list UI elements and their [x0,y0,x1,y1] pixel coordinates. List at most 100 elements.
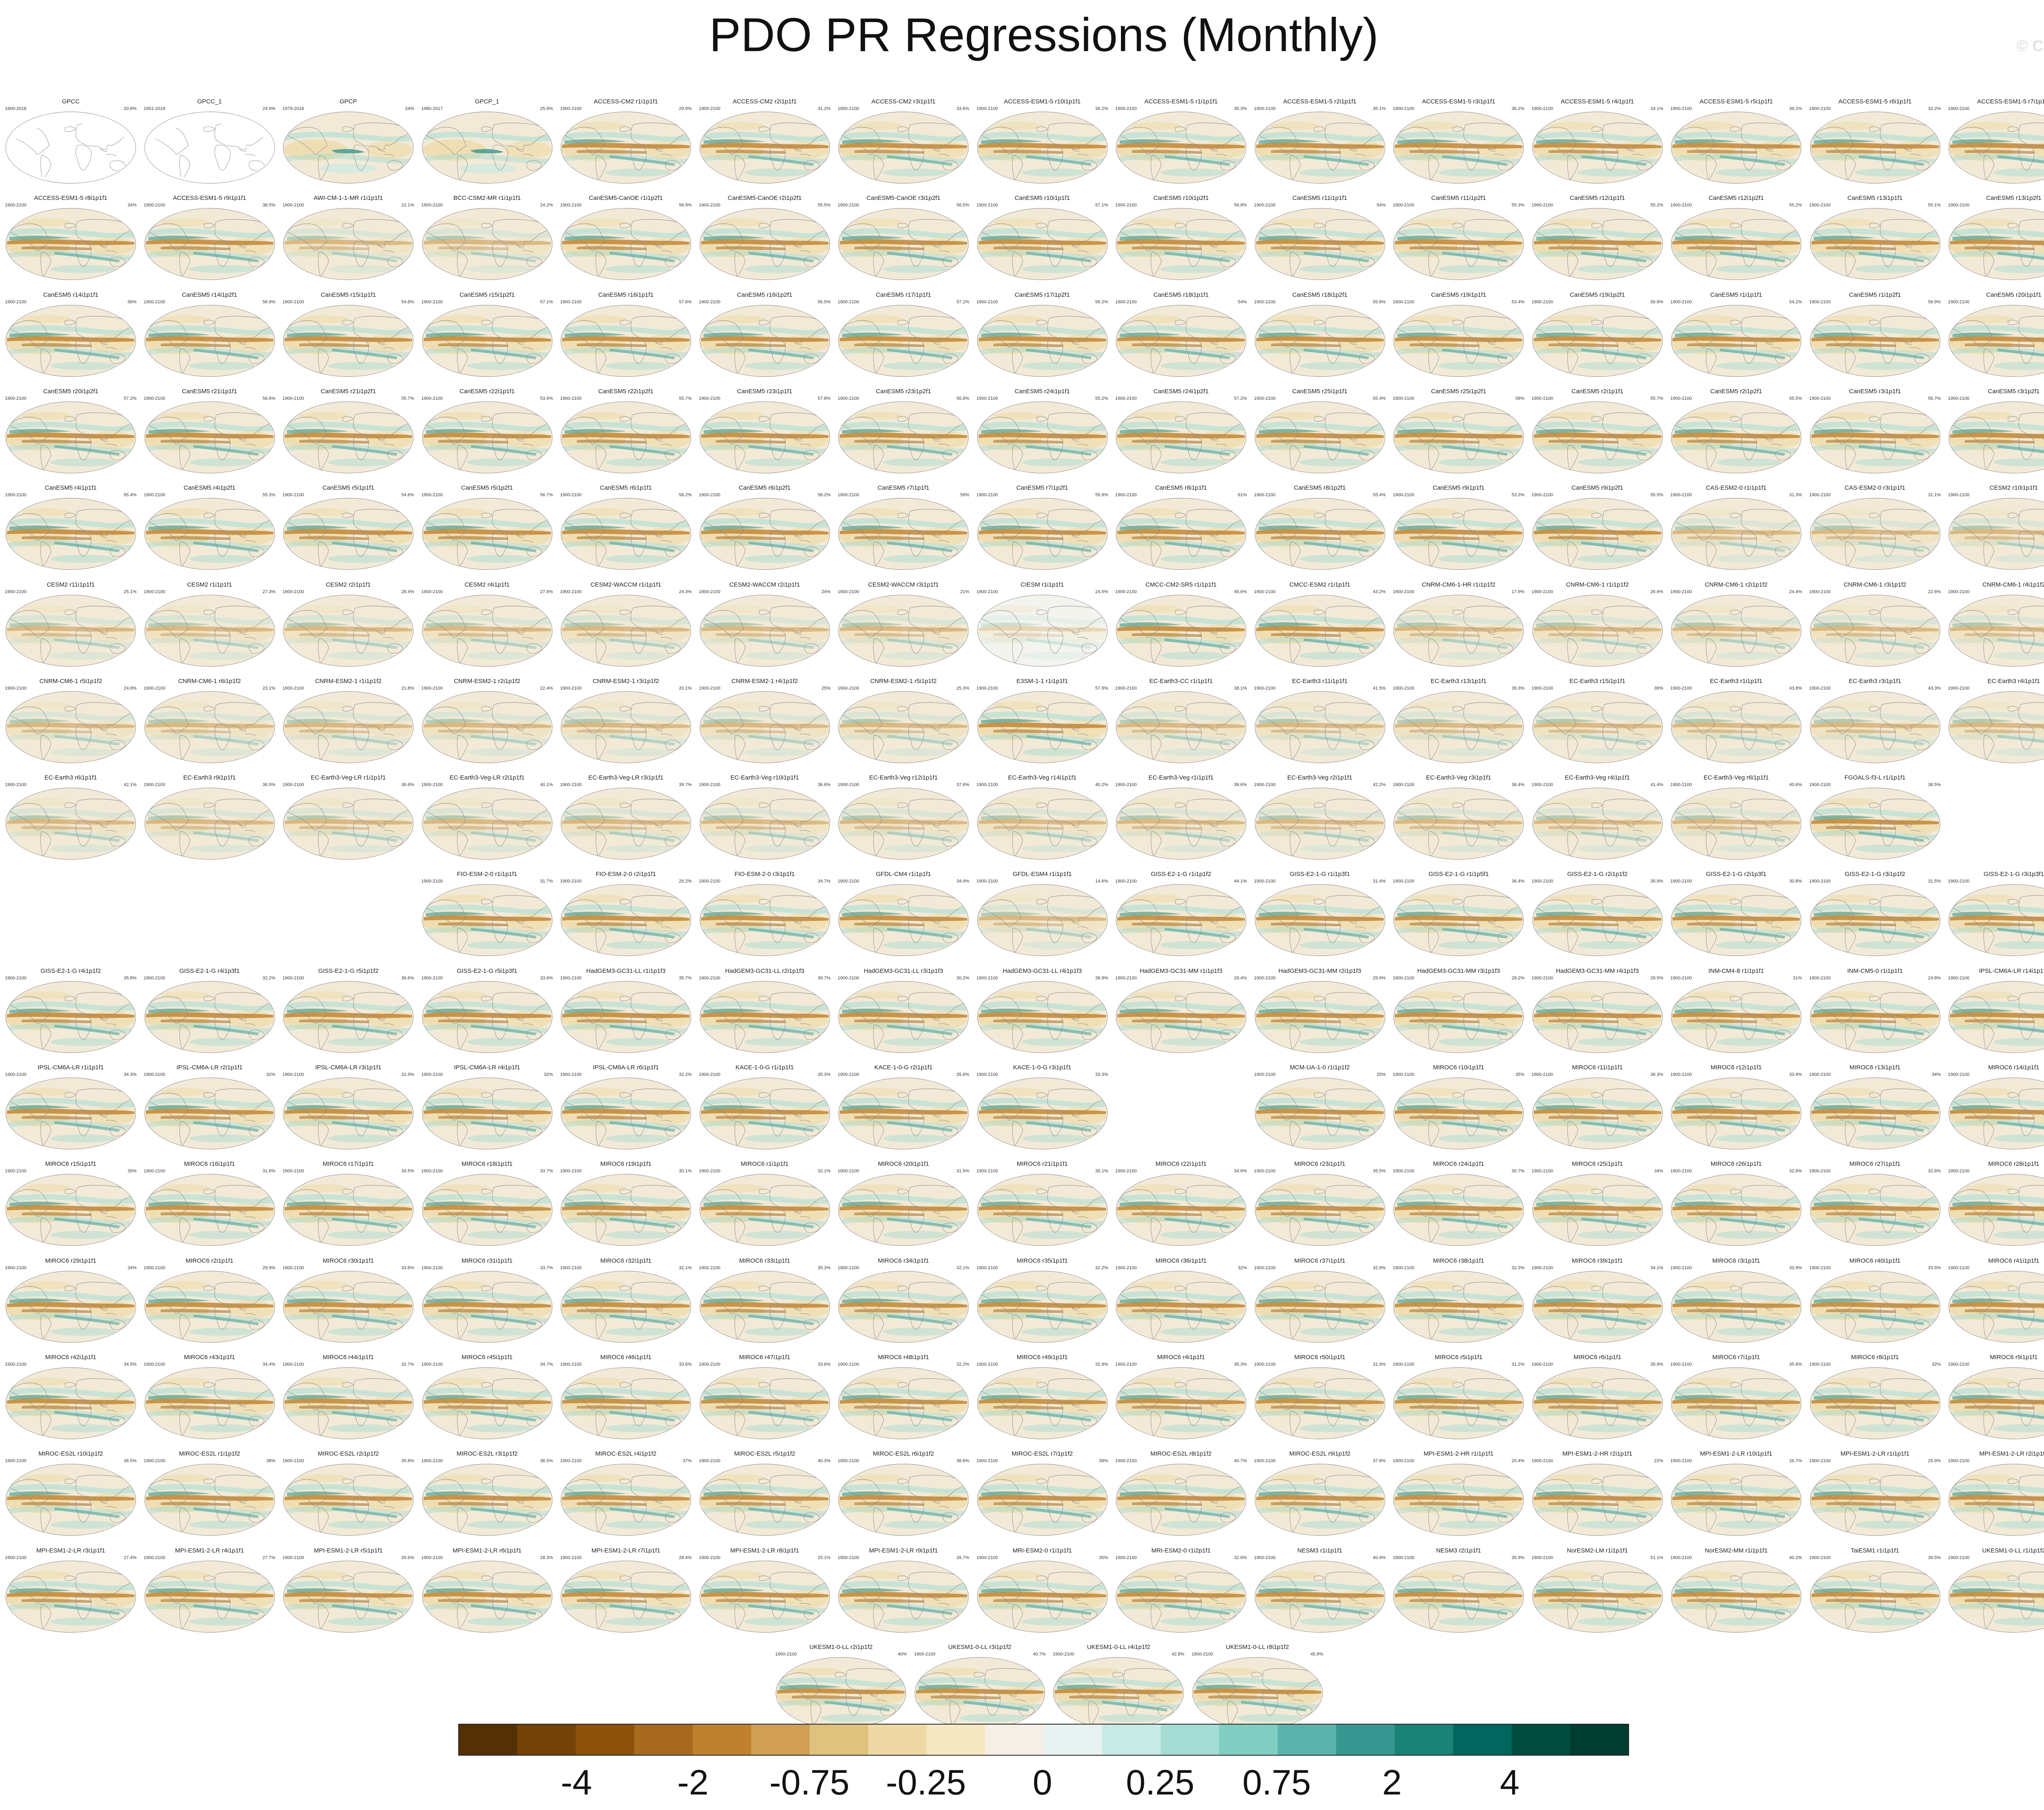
panel-years: 1900-2100 [1948,1458,1970,1464]
map [1671,1367,1802,1439]
panel-variance: 35.3% [1234,1362,1247,1367]
panel-years: 1900-2100 [976,106,998,111]
panel-variance: 24.3% [679,589,692,594]
panel-years: 1900-2100 [1531,396,1553,401]
panel-title: MIROC6 r11i1p1f1 [1572,1064,1623,1071]
panel-variance: 32.2% [679,1072,692,1077]
panel-title: CNRM-CM6-1 r6i1p1f2 [178,677,241,685]
map [699,401,830,473]
panel-years: 1900-2100 [560,685,582,691]
panel-years: 1900-2100 [976,396,998,401]
panel-title: CNRM-CM6-1-HR r1i1p1f2 [1421,581,1496,588]
map-panel: EC-Earth3 r1i1p1f1 1900-2100 43.8% [1669,678,1804,767]
panel-title: ACCESS-CM2 r3i1p1f1 [871,98,936,105]
map-panel: MIROC6 r40i1p1f1 1900-2100 33.5% [1808,1257,1943,1346]
map [422,1270,552,1343]
map-panel: MIROC6 r2i1p1f1 1900-2100 29.9% [142,1257,277,1346]
panel-variance: 57.1% [540,299,553,305]
panel-title: GISS-E2-1-G r2i1p3f1 [1706,871,1766,878]
panel-years: 1900-2100 [1115,1458,1137,1464]
map [560,1174,691,1246]
panel-title: HadGEM3-GC31-MM r4i1p1f3 [1556,967,1639,974]
panel-variance: 32% [1237,1265,1247,1270]
panel-title: ACCESS-CM2 r2i1p1f1 [733,98,797,105]
panel-title: CanESM5 r9i1p2f1 [1571,484,1623,492]
map-panel: GISS-E2-1-G r2i1p1f2 1900-2100 35.9% [1530,871,1665,960]
panel-title: MIROC6 r36i1p1f1 [1155,1257,1207,1264]
panel-years: 1900-2018 [5,106,27,111]
map [1255,305,1385,377]
panel-years: 1900-2100 [421,975,443,981]
map-panel: CNRM-CM6-1 r5i1p1f2 1900-2100 24.8% [3,678,138,767]
panel-years: 1900-2100 [143,493,166,498]
panel-variance: 31.1% [1928,493,1941,498]
panel-years: 1900-2100 [560,879,582,884]
panel-years: 1900-2100 [1809,685,1831,691]
map-panel: GISS-E2-1-G r5i1p1f2 1900-2100 36.6% [281,968,416,1057]
panel-variance: 25.9% [1928,1458,1941,1464]
panel-years: 1900-2100 [699,299,721,305]
panel-variance: 43.2% [1373,589,1386,594]
map-panel: NorESM2-MM r1i1p1f1 1900-2100 40.2% [1669,1547,1804,1636]
panel-title: CanESM5 r19i1p1f1 [1431,291,1486,298]
map [422,401,552,473]
panel-variance: 36.6% [401,975,414,981]
map-panel: EC-Earth3 r15i1p1f1 1900-2100 39% [1530,678,1665,767]
panel-years: 1900-2100 [282,975,304,981]
panel-title: CNRM-CM6-1 r2i1p1f2 [1705,581,1768,588]
panel-years: 1900-2100 [1393,299,1414,305]
panel-years: 1900-2100 [1393,782,1414,788]
panel-title: MIROC6 r26i1p1f1 [1710,1160,1762,1168]
map [1671,305,1802,377]
map [144,691,275,763]
panel-variance: 44.1% [1234,879,1247,884]
panel-years: 1900-2100 [699,975,721,981]
map-panel: CanESM5 r18i1p1f1 1900-2100 54% [1114,291,1248,381]
map [144,1367,275,1439]
panel-title: EC-Earth3-Veg r14i1p1f1 [1008,774,1077,782]
panel-years: 1900-2100 [1670,203,1692,208]
panel-variance: 55.2% [1095,396,1108,401]
panel-variance: 30.7% [1511,1169,1524,1174]
map-panel: IPSL-CM6A-LR r6i1p1f1 1900-2100 32.2% [558,1064,693,1153]
map-panel: FGOALS-f3-L r1i1p1f1 1900-2100 38.5% [1808,774,1943,863]
map [1116,401,1246,473]
panel-variance: 39.7% [679,782,692,788]
panel-title: MIROC-ES2L r7i1p1f2 [1011,1450,1073,1458]
map [1948,401,2044,473]
map-panel: MIROC6 r11i1p1f1 1900-2100 36.3% [1530,1064,1665,1153]
map-panel: CanESM5 r11i1p1f1 1900-2100 54% [1253,195,1387,284]
panel-years: 1900-2100 [1531,106,1553,111]
map [1948,1270,2044,1343]
panel-variance: 35.8% [401,1458,414,1464]
panel-years: 1900-2100 [1670,782,1692,788]
panel-title: MIROC6 r9i1p1f1 [1990,1353,2038,1361]
panel-variance: 56.5% [956,203,969,208]
panel-years: 1900-2100 [1115,299,1137,305]
panel-variance: 31.2% [1511,1362,1524,1367]
panel-years: 1900-2100 [1531,975,1553,981]
map-panel: MIROC6 r45i1p1f1 1900-2100 34.7% [420,1354,555,1443]
map [1948,498,2044,570]
map [1255,1464,1385,1536]
panel-variance: 55.7% [1650,396,1663,401]
panel-years: 1900-2100 [5,1458,27,1464]
panel-years: 1900-2100 [421,782,443,788]
panel-years: 1900-2100 [838,1458,859,1464]
panel-variance: 28.2% [1511,975,1524,981]
panel-years: 1900-2100 [1254,106,1276,111]
panel-title: CESM2 r4i1p1f1 [464,581,510,588]
panel-variance: 58.2% [818,493,831,498]
map-panel: MIROC6 r27i1p1f1 1900-2100 32.8% [1808,1160,1943,1250]
panel-variance: 32.9% [1373,1265,1386,1270]
map [1116,691,1246,763]
map [1393,981,1524,1053]
panel-years: 1900-2100 [838,1555,859,1560]
map-panel: IPSL-CM6A-LR r3i1p1f1 1900-2100 31.9% [281,1064,416,1153]
panel-years: 1900-2100 [1393,1169,1414,1174]
map-panel: HadGEM3-GC31-MM r4i1p1f3 1900-2100 29.5% [1530,968,1665,1057]
panel-title: CESM2 r11i1p1f1 [47,581,95,588]
map [838,884,969,957]
panel-title: MIROC6 r38i1p1f1 [1433,1257,1484,1264]
panel-title: CanESM5 r12i1p1f1 [1569,195,1625,202]
